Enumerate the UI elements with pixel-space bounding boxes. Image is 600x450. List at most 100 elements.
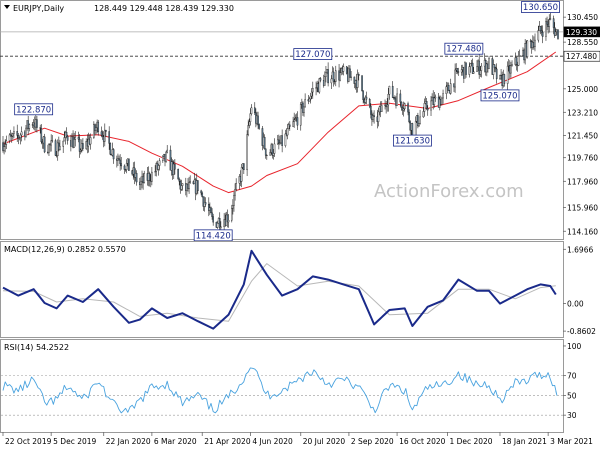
- candle-body: [271, 144, 274, 156]
- candle-body: [5, 140, 8, 145]
- candle-body: [211, 212, 213, 217]
- time-tick-label: 3 Mar 2021: [550, 437, 593, 446]
- candle-body: [469, 63, 472, 67]
- pivot-label-127.480: 127.480: [446, 45, 481, 55]
- candle-body: [272, 153, 275, 156]
- candle-body: [419, 116, 421, 124]
- candle-body: [529, 40, 532, 42]
- candle-body: [100, 131, 103, 136]
- candle-body: [342, 66, 345, 72]
- candle-body: [40, 128, 43, 142]
- candle-body: [403, 103, 406, 109]
- candle-body: [299, 104, 302, 126]
- candle-body: [10, 135, 13, 137]
- macd-line: [2, 249, 557, 330]
- candle-body: [350, 76, 352, 78]
- candle-body: [273, 143, 276, 154]
- candle-body: [118, 158, 120, 161]
- time-tick-label: 5 Dec 2019: [53, 437, 96, 446]
- rsi-tick-label: 50: [567, 391, 577, 400]
- rsi-line: [2, 367, 558, 414]
- candle-body: [250, 107, 253, 114]
- candle-body: [65, 131, 68, 137]
- candle-body: [20, 131, 23, 136]
- time-tick-label: 20 Jul 2020: [303, 437, 346, 446]
- candle-body: [400, 101, 403, 108]
- candle-body: [202, 196, 205, 207]
- candle-body: [188, 182, 190, 189]
- candle-body: [402, 108, 405, 111]
- candle-body: [77, 137, 80, 140]
- candle-body: [279, 142, 281, 144]
- price-tick-label: 130.450: [567, 13, 598, 22]
- candle-body: [442, 93, 444, 99]
- candle-body: [89, 137, 92, 145]
- rsi-panel-frame: [0, 339, 564, 433]
- candle-body: [48, 143, 50, 153]
- candle-body: [151, 171, 153, 182]
- candle-body: [414, 121, 417, 137]
- pivot-label-130.650: 130.650: [523, 3, 558, 13]
- candle-body: [43, 136, 46, 153]
- candle-body: [380, 105, 383, 112]
- candle-body: [248, 121, 251, 126]
- candle-body: [332, 71, 335, 82]
- candle-body: [334, 70, 337, 82]
- candle-body: [220, 226, 222, 229]
- candle-body: [289, 124, 291, 127]
- candle-body: [479, 70, 482, 75]
- candle-body: [212, 216, 214, 223]
- candle-body: [408, 111, 410, 123]
- candle-body: [180, 185, 183, 190]
- pivot-label-box: [444, 42, 484, 55]
- macd-tick-label: -0.8602: [567, 327, 596, 336]
- candle-body: [396, 93, 398, 106]
- candle-body: [157, 165, 160, 170]
- candle-body: [537, 30, 540, 41]
- candle-body: [361, 75, 363, 91]
- candle-body: [200, 190, 202, 194]
- candle-body: [97, 121, 100, 132]
- candle-body: [128, 158, 130, 171]
- candle-body: [308, 98, 311, 102]
- price-tick-label: 123.210: [567, 108, 598, 117]
- candle-body: [303, 106, 305, 113]
- candle-body: [258, 124, 260, 129]
- candle-body: [318, 78, 321, 93]
- candle-body: [510, 65, 512, 74]
- dropdown-triangle-icon[interactable]: [4, 5, 10, 9]
- candle-body: [555, 31, 557, 36]
- pivot-label-122.870: 122.870: [16, 105, 51, 115]
- candle-body: [101, 134, 104, 137]
- candle-body: [468, 66, 471, 75]
- price-flag-box: [563, 50, 600, 62]
- candle-body: [247, 125, 250, 135]
- candle-body: [93, 124, 95, 138]
- candle-body: [125, 163, 128, 170]
- candle-body: [179, 180, 182, 190]
- candle-body: [36, 119, 38, 128]
- candle-body: [50, 140, 52, 146]
- candle-body: [293, 119, 295, 123]
- candle-body: [418, 123, 420, 127]
- pivot-label-box: [193, 229, 233, 242]
- candle-body: [210, 207, 212, 214]
- price-flag-129.330: 129.330: [566, 28, 597, 37]
- candle-body: [345, 66, 348, 74]
- candle-body: [370, 105, 372, 115]
- candle-body: [240, 167, 243, 182]
- candle-body: [480, 65, 483, 71]
- candle-body: [95, 127, 97, 131]
- candle-body: [257, 115, 259, 125]
- macd-panel-frame: [0, 241, 564, 338]
- candle-body: [494, 67, 497, 70]
- candle-body: [158, 160, 161, 166]
- price-flag-127.480: 127.480: [566, 52, 597, 61]
- candle-body: [253, 107, 256, 114]
- candle-body: [387, 94, 390, 106]
- candle-body: [368, 98, 371, 107]
- candle-body: [388, 85, 391, 95]
- candle-body: [51, 140, 54, 142]
- candle-body: [465, 62, 467, 75]
- candle-body: [263, 136, 266, 150]
